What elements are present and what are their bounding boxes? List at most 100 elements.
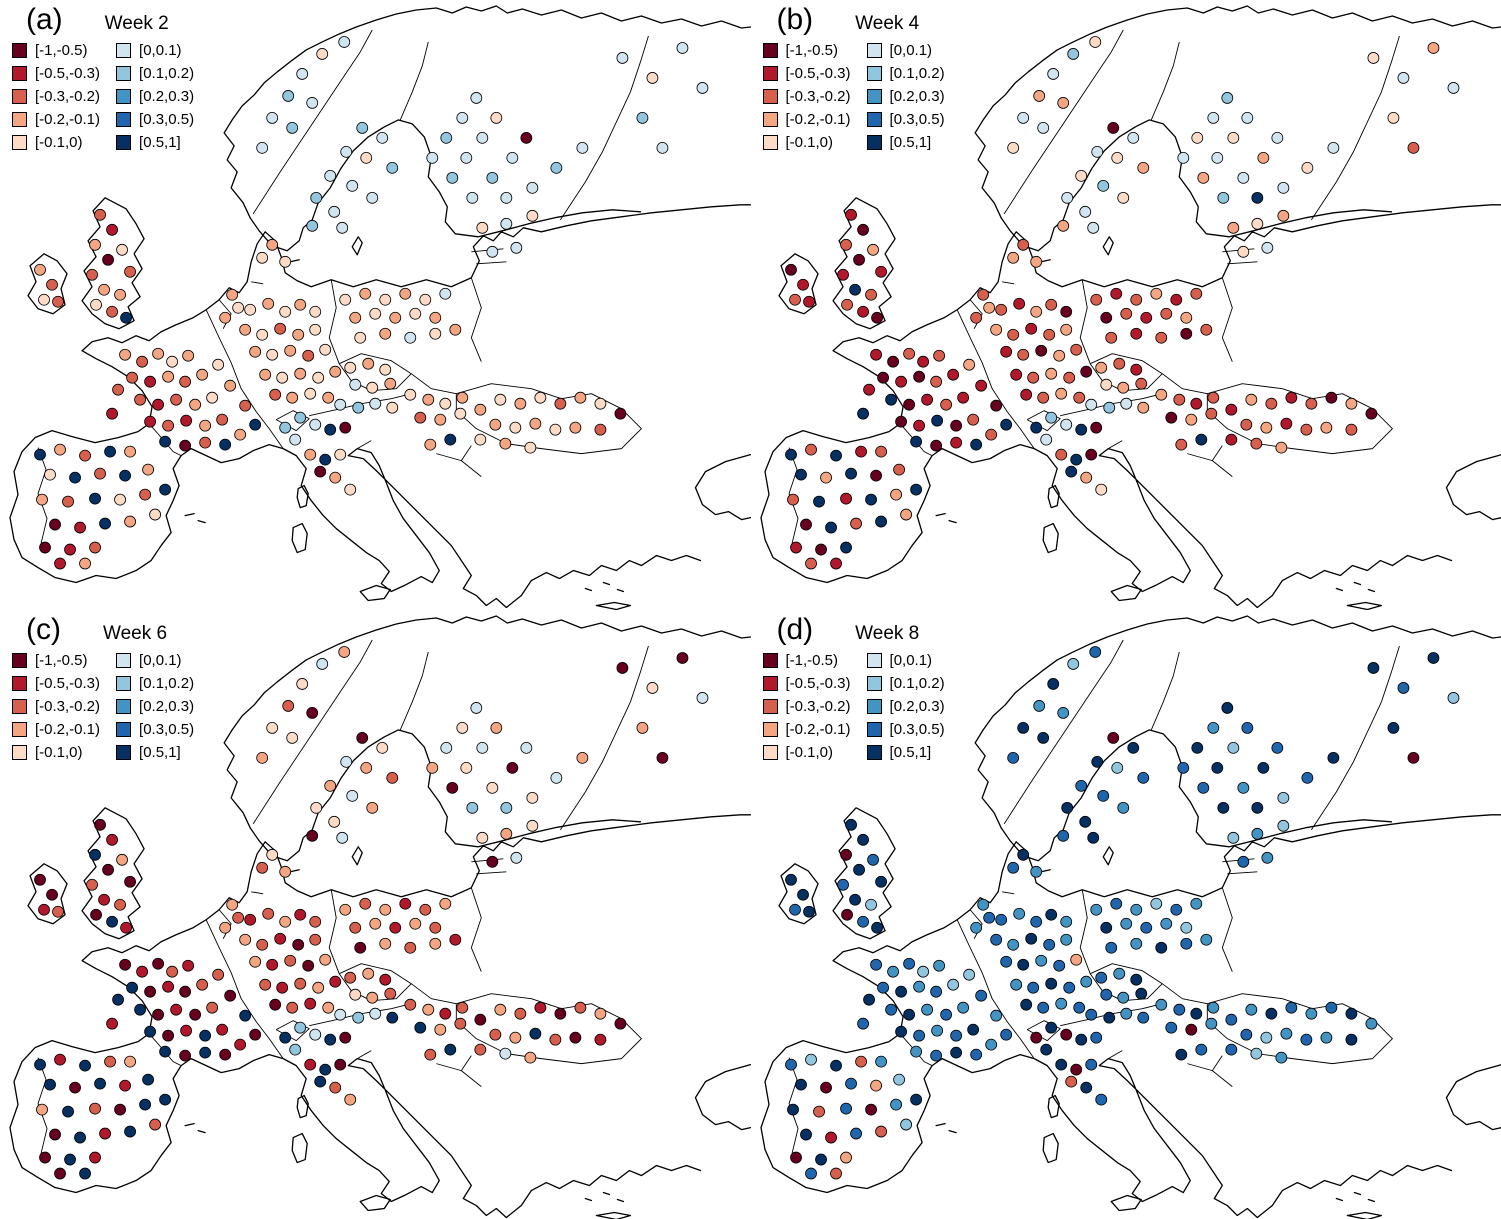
station-dot: [1134, 377, 1147, 390]
station-dot: [219, 311, 232, 324]
station-dot: [1084, 398, 1097, 411]
station-dot: [319, 453, 332, 466]
europe-map: [759, 614, 1501, 1219]
station-dot: [1039, 1043, 1052, 1056]
station-dot: [379, 327, 392, 340]
station-dot: [829, 557, 842, 570]
station-dot: [1239, 418, 1252, 431]
station-dot: [1206, 391, 1219, 404]
legend-swatch: [12, 721, 27, 737]
station-dot: [534, 391, 547, 404]
station-dot: [120, 311, 132, 324]
station-dot: [224, 379, 237, 392]
station-dot: [456, 112, 469, 124]
station-dot: [34, 1058, 46, 1071]
station-dot: [1119, 917, 1132, 930]
station-dot: [404, 331, 417, 344]
station-dot: [1365, 407, 1377, 420]
legend-swatch: [762, 721, 778, 737]
station-dot: [369, 1007, 382, 1020]
legend-swatch: [762, 135, 778, 150]
station-dot: [119, 469, 131, 482]
station-dot: [999, 1028, 1012, 1041]
station-dot: [384, 987, 397, 1000]
station-dot: [929, 375, 942, 388]
legend-item: [-0.2,-0.1): [12, 111, 100, 128]
legend-label: [-0.1,0): [35, 134, 83, 151]
station-dot: [112, 993, 124, 1006]
station-dot: [1012, 297, 1025, 310]
station-dot: [1179, 311, 1192, 324]
station-dot: [594, 1007, 607, 1020]
station-dot: [349, 311, 362, 324]
station-dot: [434, 413, 447, 426]
legend-label: [0,0.1): [889, 42, 933, 59]
station-dot: [1149, 897, 1162, 910]
station-dot: [292, 938, 305, 951]
station-dot: [1006, 751, 1019, 764]
station-dot: [1154, 331, 1167, 344]
station-dot: [574, 391, 587, 404]
station-dot: [1119, 1007, 1132, 1020]
station-dot: [386, 401, 399, 414]
station-dot: [1059, 1028, 1072, 1041]
station-dot: [74, 521, 86, 534]
station-dot: [106, 915, 118, 928]
station-dot: [1236, 781, 1249, 794]
station-dot: [444, 1043, 457, 1056]
panel-letter: (a): [26, 3, 63, 36]
panel-d: (d) Week 8 [-1,-0.5) [-0.5,-0.3) [-0.3,-0.…: [750, 609, 1501, 1219]
station-dot: [1106, 121, 1119, 134]
station-dot: [1044, 411, 1057, 424]
legend-item: [-0.5,-0.3): [12, 65, 100, 82]
station-dot: [1032, 90, 1045, 102]
station-dot: [379, 903, 392, 916]
station-dot: [929, 1049, 942, 1062]
station-dot: [636, 721, 649, 734]
station-dot: [796, 888, 809, 901]
station-dot: [279, 421, 292, 434]
station-dot: [424, 438, 437, 451]
station-dot: [1134, 987, 1147, 1000]
legend-item: [0,0.1): [866, 42, 945, 59]
station-dot: [429, 937, 442, 950]
station-dot: [932, 959, 945, 972]
legend-label: [0.3,0.5): [889, 111, 945, 128]
station-dot: [1387, 721, 1399, 734]
map-holder: [0, 610, 751, 1219]
station-dot: [1154, 388, 1167, 401]
station-dot: [1089, 903, 1102, 916]
map-holder: [0, 0, 751, 610]
station-dot: [114, 898, 126, 911]
station-dot: [379, 293, 392, 306]
station-dot: [870, 311, 883, 324]
station-dot: [1206, 721, 1219, 734]
station-dot: [839, 541, 852, 554]
station-dot: [1172, 1003, 1185, 1016]
station-dot: [989, 1009, 1002, 1022]
station-dot: [974, 989, 987, 1002]
station-dot: [199, 436, 212, 449]
station-dot: [1016, 958, 1029, 971]
station-dot: [259, 978, 272, 991]
station-dot: [1256, 761, 1269, 774]
station-dot: [526, 209, 539, 222]
station-dot: [369, 397, 382, 410]
station-dot: [856, 915, 869, 928]
station-dot: [134, 1003, 146, 1016]
station-dot: [54, 443, 66, 456]
station-dot: [294, 367, 307, 380]
station-dot: [36, 1103, 48, 1115]
station-dot: [1224, 403, 1237, 416]
legend-item: [0.5,1]: [866, 134, 945, 151]
station-dot: [476, 741, 489, 754]
station-dot: [966, 1023, 979, 1036]
legend-label: [-1,-0.5): [35, 651, 88, 669]
station-dot: [1110, 761, 1123, 774]
station-dot: [49, 1128, 61, 1140]
legend-swatch: [866, 675, 882, 691]
station-dot: [1106, 731, 1119, 744]
station-dot: [449, 323, 462, 336]
station-dot: [1447, 691, 1459, 704]
station-dot: [99, 1127, 111, 1139]
